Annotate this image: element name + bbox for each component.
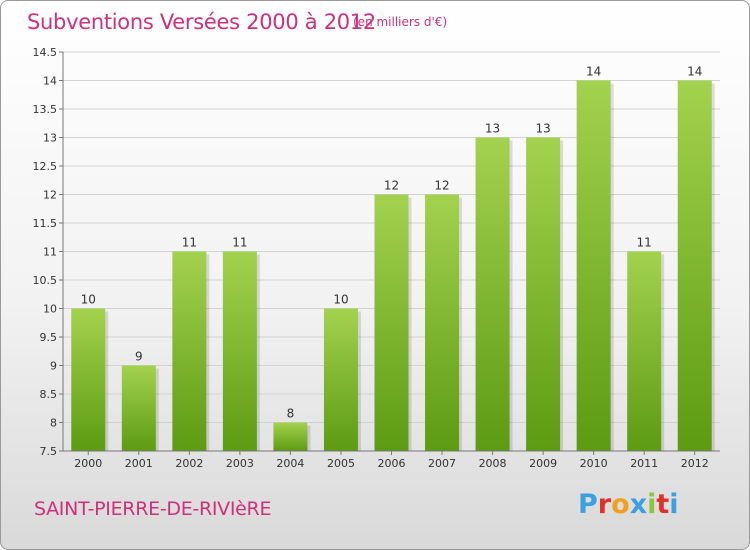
bar-2002	[172, 251, 207, 451]
y-tick-label: 12	[43, 189, 57, 202]
y-tick-label: 14	[43, 75, 57, 88]
y-tick-label: 9	[50, 360, 57, 373]
y-tick-label: 13	[43, 132, 57, 145]
logo-letter: i	[647, 489, 657, 520]
data-label: 14	[687, 65, 702, 79]
data-label: 13	[535, 122, 550, 136]
proxiti-logo[interactable]: Proxiti	[578, 489, 679, 520]
data-label: 8	[287, 407, 295, 421]
bar-2012	[677, 80, 712, 451]
x-tick-label: 2004	[276, 457, 304, 470]
bar-2000	[71, 308, 106, 451]
y-tick-label: 8.5	[40, 388, 58, 401]
bar-2011	[627, 251, 662, 451]
y-tick-label: 7.5	[40, 445, 58, 458]
logo-letter: r	[597, 489, 612, 520]
y-tick-label: 12.5	[33, 160, 58, 173]
logo-letter: o	[611, 489, 630, 520]
logo-letter: i	[669, 489, 679, 520]
x-tick-label: 2009	[529, 457, 557, 470]
bar-2008	[475, 137, 510, 451]
y-tick-label: 13.5	[33, 103, 58, 116]
chart-title: Subventions Versées 2000 à 2012	[27, 10, 376, 34]
y-tick-label: 11	[43, 246, 57, 259]
data-label: 11	[232, 236, 247, 250]
bar-2001	[121, 365, 156, 451]
x-tick-label: 2006	[378, 457, 406, 470]
logo-letter: x	[629, 489, 648, 520]
commune-name: SAINT-PIERRE-DE-RIVIèRE	[34, 498, 272, 520]
data-label: 10	[81, 293, 96, 307]
x-tick-label: 2003	[226, 457, 254, 470]
x-tick-label: 2010	[580, 457, 608, 470]
x-tick-label: 2007	[428, 457, 456, 470]
data-label: 12	[434, 179, 449, 193]
data-label: 12	[384, 179, 399, 193]
data-label: 10	[333, 293, 348, 307]
data-label: 9	[135, 350, 143, 364]
y-tick-label: 9.5	[40, 331, 58, 344]
x-tick-label: 2002	[175, 457, 203, 470]
bar-2006	[374, 194, 409, 451]
data-label: 11	[182, 236, 197, 250]
bar-2003	[222, 251, 257, 451]
bar-2004	[273, 422, 308, 451]
bar-2007	[425, 194, 460, 451]
data-label: 11	[637, 236, 652, 250]
y-tick-label: 8	[50, 417, 57, 430]
chart-unit: (en milliers d'€)	[353, 15, 448, 29]
bar-2005	[323, 308, 358, 451]
y-tick-label: 10.5	[33, 274, 58, 287]
data-label: 14	[586, 65, 601, 79]
x-tick-label: 2011	[630, 457, 658, 470]
y-tick-label: 14.5	[33, 46, 58, 59]
logo-letter: t	[656, 489, 670, 520]
data-label: 13	[485, 122, 500, 136]
y-tick-label: 11.5	[33, 217, 58, 230]
x-tick-label: 2000	[74, 457, 102, 470]
x-tick-label: 2005	[327, 457, 355, 470]
x-tick-label: 2001	[125, 457, 153, 470]
x-tick-label: 2008	[479, 457, 507, 470]
bar-2010	[576, 80, 611, 451]
y-tick-label: 10	[43, 303, 57, 316]
x-tick-label: 2012	[681, 457, 709, 470]
bar-2009	[526, 137, 561, 451]
logo-letter: P	[578, 489, 598, 520]
